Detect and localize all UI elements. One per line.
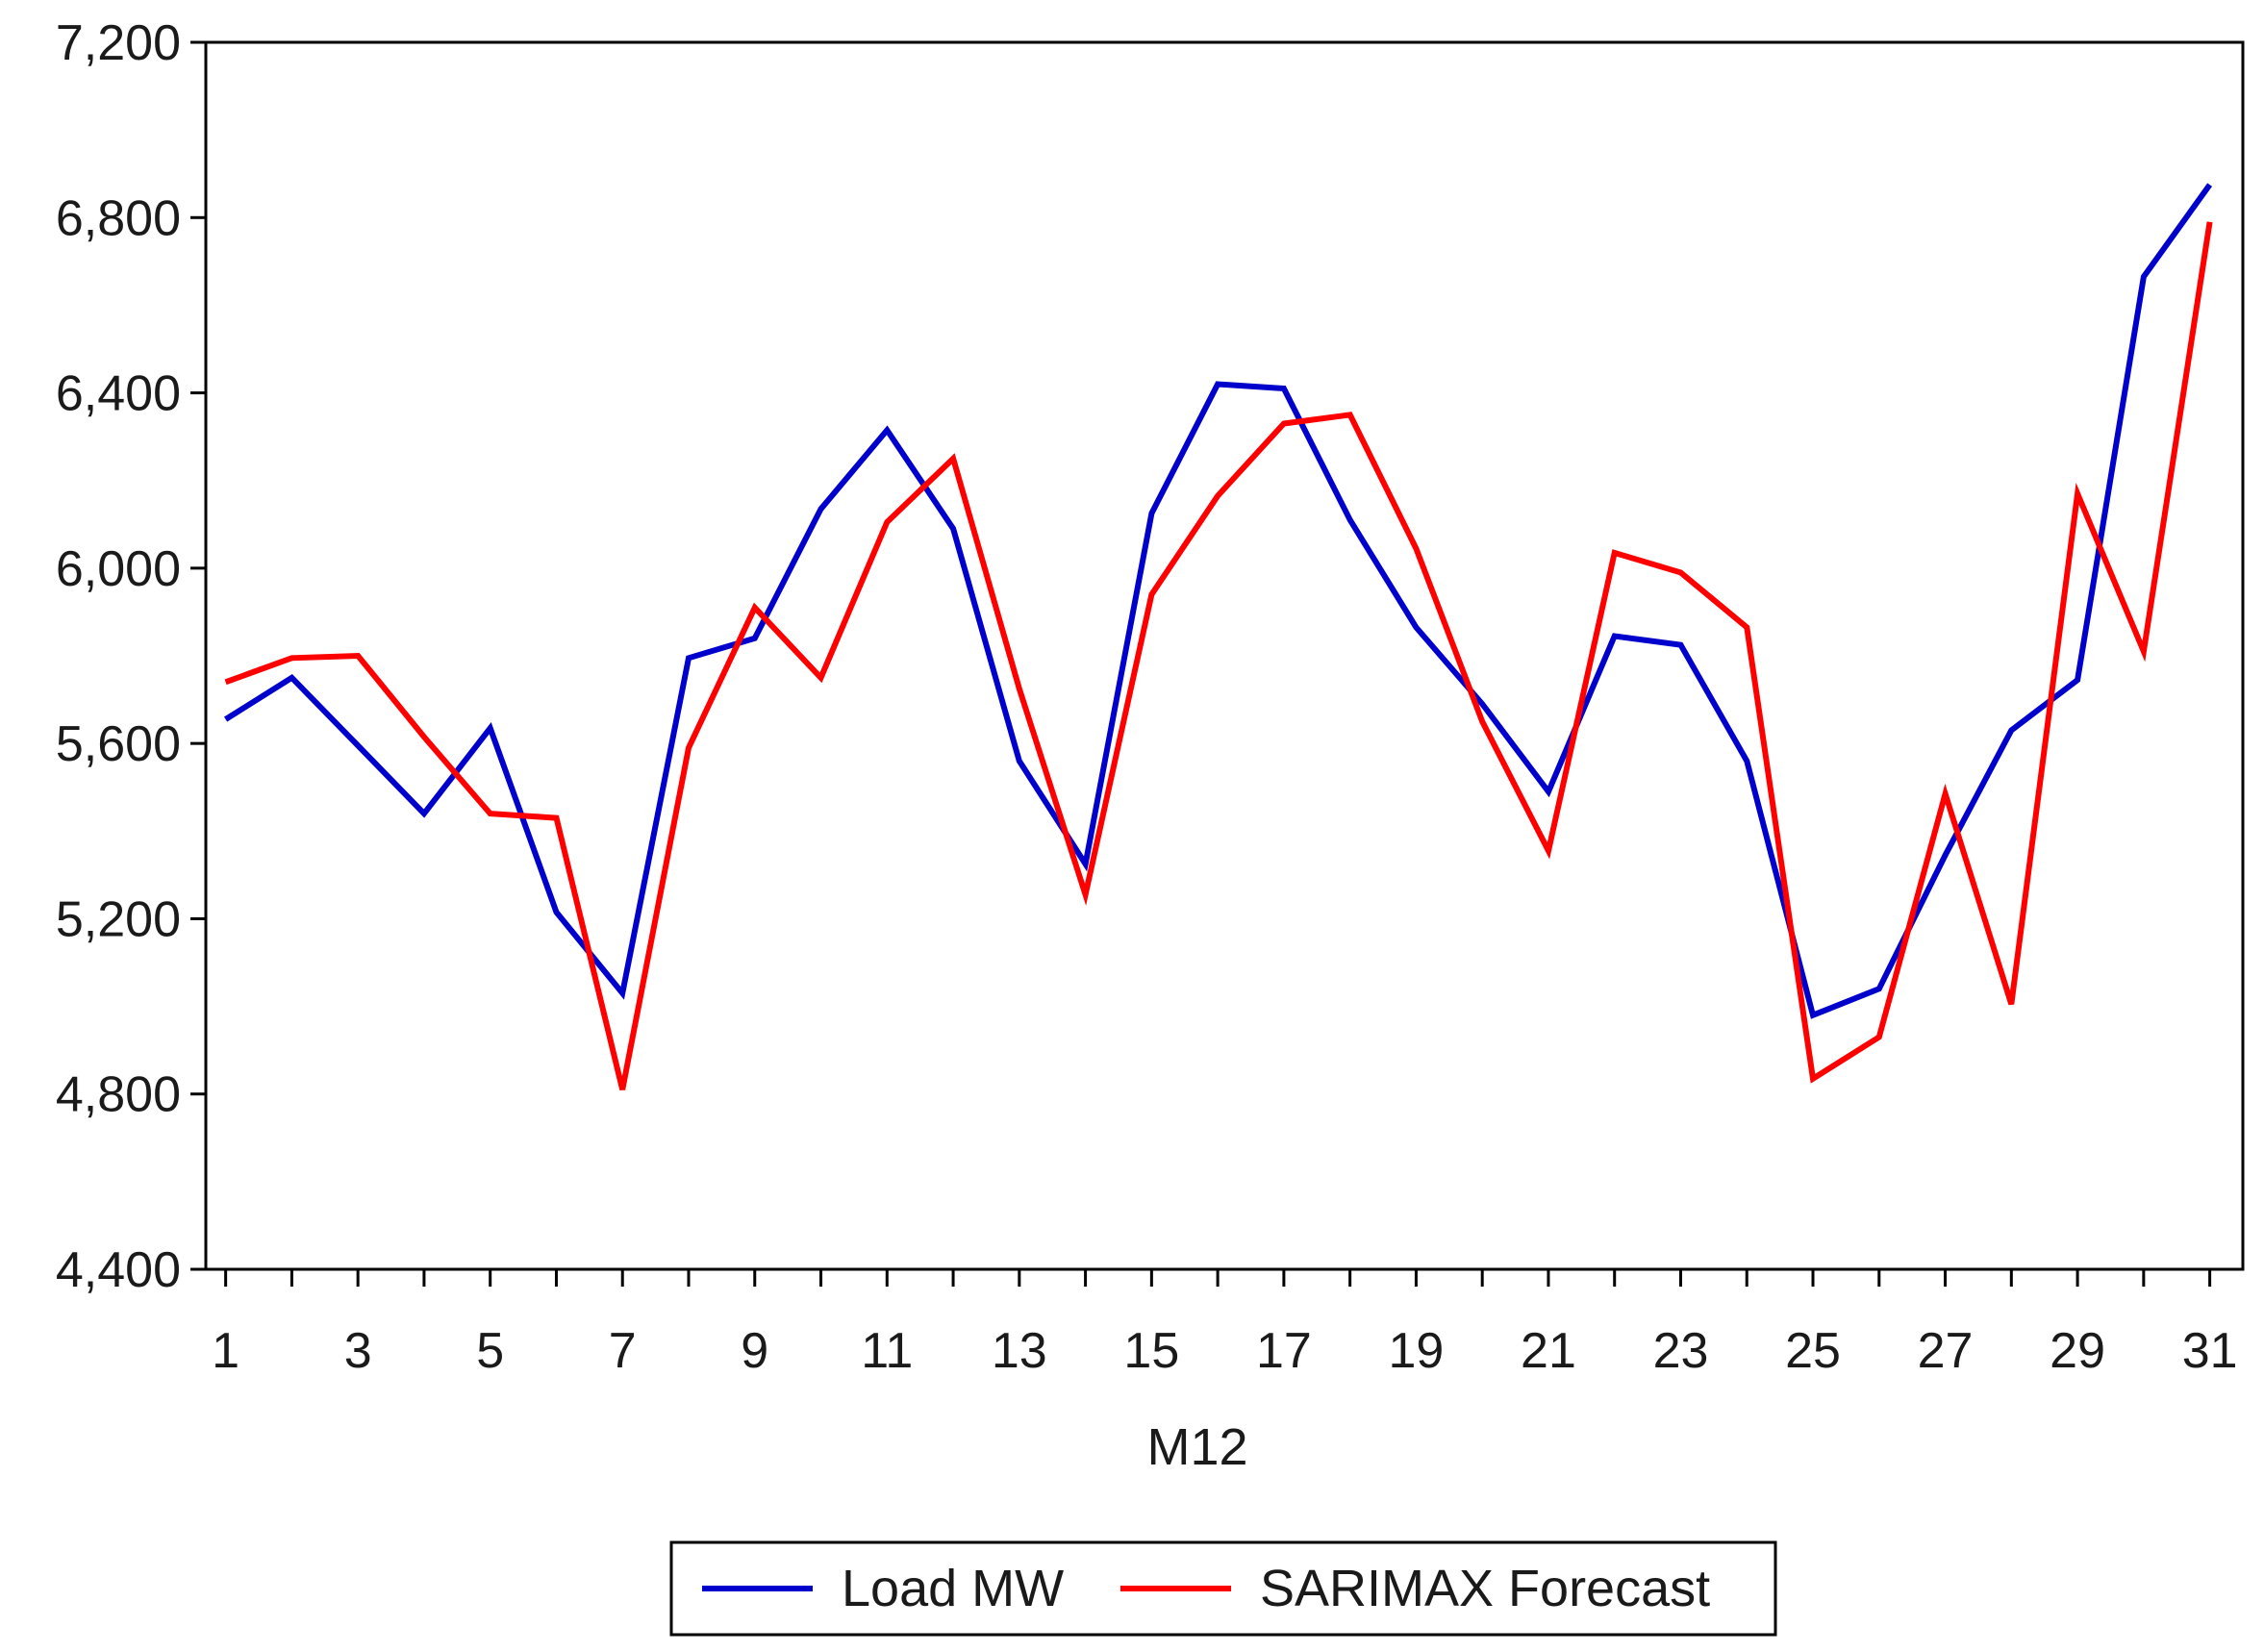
- data-point-sarimax-forecast: [552, 814, 560, 822]
- data-point-sarimax-forecast: [1280, 419, 1288, 427]
- data-point-sarimax-forecast: [685, 744, 692, 752]
- y-axis: 4,400 4,800 5,200 5,600 6,000 6,400 6,800 7,200: [56, 15, 206, 1298]
- x-tick-label: 29: [2050, 1323, 2105, 1379]
- data-point-load-mw: [288, 674, 295, 682]
- data-point-load-mw: [354, 741, 362, 749]
- data-point-sarimax-forecast: [751, 604, 759, 612]
- data-point-sarimax-forecast: [949, 455, 957, 463]
- data-point-sarimax-forecast: [2074, 489, 2081, 497]
- x-tick-label: 25: [1785, 1323, 1841, 1379]
- data-point-sarimax-forecast: [883, 518, 891, 526]
- data-point-sarimax-forecast: [1346, 411, 1354, 418]
- data-point-sarimax-forecast: [288, 654, 295, 662]
- data-point-sarimax-forecast: [1942, 790, 1950, 798]
- y-tick-label: 6,800: [56, 190, 181, 246]
- legend-label-sarimax-forecast: SARIMAX Forecast: [1260, 1560, 1710, 1617]
- data-point-load-mw: [2007, 726, 2015, 734]
- data-point-sarimax-forecast: [1016, 685, 1023, 692]
- data-point-load-mw: [1942, 851, 1950, 859]
- data-point-sarimax-forecast: [1412, 544, 1420, 552]
- data-point-load-mw: [1346, 516, 1354, 524]
- y-tick-label: 7,200: [56, 15, 181, 71]
- data-point-load-mw: [420, 810, 428, 817]
- data-point-load-mw: [222, 715, 230, 723]
- data-point-load-mw: [1809, 1012, 1817, 1019]
- series-line-load-mw: [224, 183, 2213, 1019]
- x-tick-label: 7: [609, 1323, 637, 1379]
- data-point-load-mw: [1147, 510, 1155, 517]
- data-point-load-mw: [949, 525, 957, 533]
- data-point-load-mw: [2140, 273, 2148, 281]
- data-point-sarimax-forecast: [1082, 890, 1090, 898]
- x-tick-label: 11: [861, 1323, 913, 1379]
- legend-label-load-mw: Load MW: [842, 1560, 1064, 1617]
- data-point-sarimax-forecast: [1743, 623, 1750, 631]
- data-point-sarimax-forecast: [1611, 549, 1619, 557]
- data-point-sarimax-forecast: [2206, 218, 2214, 226]
- data-point-sarimax-forecast: [618, 1086, 626, 1093]
- x-tick-label: 19: [1389, 1323, 1445, 1379]
- data-point-load-mw: [1611, 632, 1619, 639]
- data-point-load-mw: [487, 724, 494, 732]
- data-point-sarimax-forecast: [1809, 1075, 1817, 1083]
- x-tick-label: 13: [992, 1323, 1047, 1379]
- y-tick-label: 4,800: [56, 1067, 181, 1123]
- legend: Load MW SARIMAX Forecast: [669, 1540, 1777, 1637]
- y-tick-label: 5,200: [56, 891, 181, 947]
- x-tick-label: 9: [741, 1323, 768, 1379]
- x-tick-label: 17: [1256, 1323, 1312, 1379]
- data-point-load-mw: [1545, 788, 1552, 795]
- x-tick-label: 5: [476, 1323, 504, 1379]
- data-point-sarimax-forecast: [487, 810, 494, 817]
- x-tick-label: 3: [344, 1323, 372, 1379]
- data-point-sarimax-forecast: [1214, 492, 1221, 500]
- data-point-load-mw: [1016, 757, 1023, 764]
- x-tick-label: 15: [1123, 1323, 1179, 1379]
- x-tick-label: 23: [1653, 1323, 1709, 1379]
- data-point-sarimax-forecast: [1676, 568, 1684, 576]
- data-point-sarimax-forecast: [1545, 847, 1552, 855]
- y-tick-label: 6,000: [56, 541, 181, 597]
- y-tick-label: 5,600: [56, 716, 181, 772]
- data-point-sarimax-forecast: [354, 652, 362, 660]
- data-point-load-mw: [1676, 641, 1684, 649]
- series-line-sarimax-forecast: [224, 221, 2213, 1090]
- x-tick-label: 31: [2182, 1323, 2238, 1379]
- data-point-load-mw: [685, 654, 692, 662]
- plot-area-frame: [204, 40, 2245, 1271]
- data-point-load-mw: [2206, 181, 2214, 188]
- x-axis-label: M12: [1146, 1418, 1247, 1476]
- x-axis: 1 3 5 7 9 11 13 15 17 19 21 23 25 27 29 31: [212, 1269, 2238, 1379]
- data-point-load-mw: [751, 635, 759, 642]
- series-lines: [222, 181, 2214, 1093]
- data-point-load-mw: [552, 909, 560, 916]
- data-point-sarimax-forecast: [818, 674, 825, 682]
- x-tick-label: 27: [1918, 1323, 1974, 1379]
- data-point-sarimax-forecast: [1147, 590, 1155, 598]
- data-point-load-mw: [1214, 380, 1221, 388]
- data-point-load-mw: [1743, 757, 1750, 764]
- x-tick-label: 21: [1521, 1323, 1576, 1379]
- data-point-load-mw: [618, 989, 626, 997]
- data-point-load-mw: [1875, 985, 1883, 992]
- data-point-load-mw: [1280, 385, 1288, 392]
- data-point-load-mw: [1412, 623, 1420, 631]
- y-tick-label: 4,400: [56, 1242, 181, 1298]
- data-point-sarimax-forecast: [222, 678, 230, 686]
- data-point-sarimax-forecast: [2007, 1000, 2015, 1008]
- data-point-load-mw: [818, 505, 825, 513]
- data-point-load-mw: [1082, 860, 1090, 867]
- data-point-sarimax-forecast: [1478, 717, 1486, 725]
- x-tick-label: 1: [212, 1323, 239, 1379]
- data-point-sarimax-forecast: [1875, 1033, 1883, 1040]
- data-point-load-mw: [2074, 676, 2081, 684]
- data-point-sarimax-forecast: [2140, 647, 2148, 655]
- data-point-sarimax-forecast: [420, 733, 428, 740]
- y-tick-label: 6,400: [56, 366, 181, 422]
- data-point-load-mw: [883, 426, 891, 434]
